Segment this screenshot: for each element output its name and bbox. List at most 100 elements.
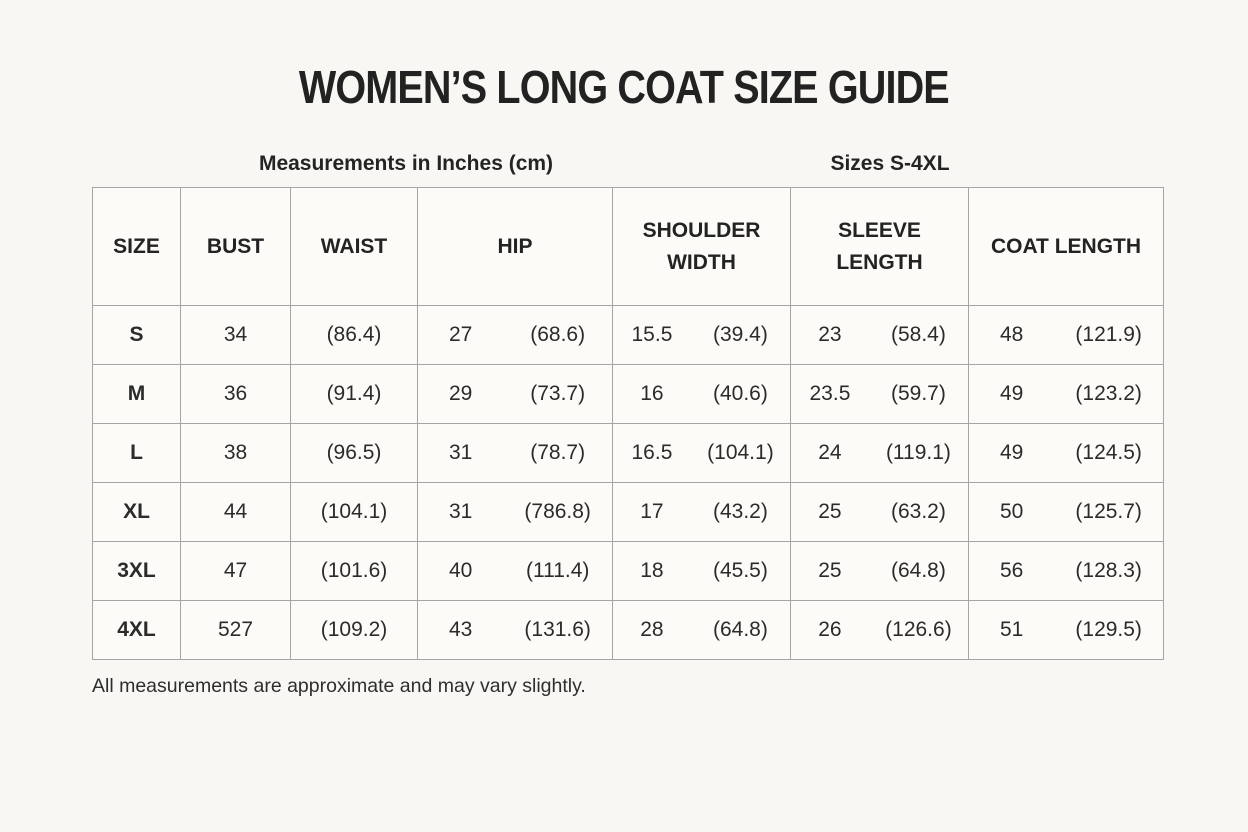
sleeve-inches: 25 [818,559,842,582]
bust-cell: 44 [180,482,291,542]
table-row-s: S 34 (86.4) 27 (68.6) 15.5 (39.4) 23 (58.4)… [92,305,1164,365]
size-guide-table: SIZE BUST WAIST HIP SHOULDER WIDTH SLEEV… [92,187,1164,660]
shoulder-cell: 16.5 (104.1) [612,423,791,483]
table-row-l: L 38 (96.5) 31 (78.7) 16.5 (104.1) 24 (119.… [92,423,1164,483]
hip-cm: (73.7) [530,382,586,405]
shoulder-cm: (43.2) [713,500,768,523]
sleeve-inches: 24 [818,441,842,464]
shoulder-inches: 18 [640,559,664,582]
sleeve-cm: (64.8) [891,559,946,582]
shoulder-inches: 15.5 [631,323,673,346]
coat-cell: 56 (128.3) [968,541,1164,601]
coat-cm: (124.5) [1075,441,1142,464]
hip-cm: (78.7) [530,441,586,464]
coat-cm: (125.7) [1075,500,1142,523]
sleeve-inches: 25 [818,500,842,523]
sleeve-cell: 26 (126.6) [790,600,969,660]
table-row-3xl: 3XL 47 (101.6) 40 (111.4) 18 (45.5) 25 (64.… [92,541,1164,601]
hip-inches: 27 [449,323,473,346]
bust-cell: 36 [180,364,291,424]
shoulder-inches: 16 [640,382,664,405]
page-title: WOMEN’S LONG COAT SIZE GUIDE [0,60,1248,114]
waist-cell: (109.2) [290,600,418,660]
sleeve-cell: 24 (119.1) [790,423,969,483]
shoulder-cm: (40.6) [713,382,768,405]
header-sleeve-length: SLEEVE LENGTH [790,187,969,306]
shoulder-cell: 15.5 (39.4) [612,305,791,365]
shoulder-inches: 17 [640,500,664,523]
hip-inches: 29 [449,382,473,405]
sleeve-cm: (59.7) [891,382,946,405]
sleeve-inches: 23 [818,323,842,346]
size-cell: 3XL [92,541,181,601]
coat-inches: 49 [1000,382,1024,405]
shoulder-cell: 28 (64.8) [612,600,791,660]
hip-inches: 31 [449,500,473,523]
hip-inches: 43 [449,618,473,641]
hip-cell: 40 (111.4) [417,541,613,601]
header-hip: HIP [417,187,613,306]
footnote: All measurements are approximate and may… [92,675,586,697]
waist-cell: (91.4) [290,364,418,424]
bust-cell: 34 [180,305,291,365]
table-header: SIZE BUST WAIST HIP SHOULDER WIDTH SLEEV… [92,187,1164,306]
waist-cell: (86.4) [290,305,418,365]
coat-cell: 48 (121.9) [968,305,1164,365]
header-shoulder-width: SHOULDER WIDTH [612,187,791,306]
coat-cm: (128.3) [1075,559,1142,582]
sleeve-cell: 23 (58.4) [790,305,969,365]
coat-inches: 56 [1000,559,1024,582]
coat-inches: 49 [1000,441,1024,464]
header-bust: BUST [180,187,291,306]
size-cell: XL [92,482,181,542]
size-cell: L [92,423,181,483]
coat-cm: (123.2) [1075,382,1142,405]
table-body: S 34 (86.4) 27 (68.6) 15.5 (39.4) 23 (58.4)… [92,305,1164,660]
size-cell: M [92,364,181,424]
coat-cell: 51 (129.5) [968,600,1164,660]
hip-cell: 27 (68.6) [417,305,613,365]
coat-cm: (129.5) [1075,618,1142,641]
size-cell: 4XL [92,600,181,660]
shoulder-cm: (104.1) [707,441,774,464]
sleeve-inches: 23.5 [809,382,851,405]
hip-inches: 40 [449,559,473,582]
header-row: SIZE BUST WAIST HIP SHOULDER WIDTH SLEEV… [92,187,1164,306]
hip-cm: (111.4) [525,559,590,582]
header-waist: WAIST [290,187,418,306]
waist-cell: (104.1) [290,482,418,542]
shoulder-cell: 18 (45.5) [612,541,791,601]
table-row-xl: XL 44 (104.1) 31 (786.8) 17 (43.2) 25 (63.2… [92,482,1164,542]
bust-cell: 527 [180,600,291,660]
coat-cm: (121.9) [1075,323,1142,346]
size-cell: S [92,305,181,365]
sleeve-cm: (126.6) [885,618,952,641]
shoulder-cm: (45.5) [713,559,768,582]
sleeve-cell: 25 (63.2) [790,482,969,542]
shoulder-cell: 17 (43.2) [612,482,791,542]
hip-cell: 31 (786.8) [417,482,613,542]
subtitle-sizes: Sizes S-4XL [830,152,950,175]
shoulder-cm: (39.4) [713,323,768,346]
coat-cell: 50 (125.7) [968,482,1164,542]
sleeve-cm: (58.4) [891,323,946,346]
coat-cell: 49 (123.2) [968,364,1164,424]
hip-inches: 31 [449,441,473,464]
subtitle-measurements: Measurements in Inches (cm) [258,152,554,175]
bust-cell: 47 [180,541,291,601]
shoulder-cell: 16 (40.6) [612,364,791,424]
sleeve-cm: (119.1) [885,441,951,464]
hip-cm: (786.8) [524,500,591,523]
shoulder-inches: 16.5 [631,441,673,464]
coat-inches: 48 [1000,323,1024,346]
hip-cm: (131.6) [524,618,591,641]
table-row-4xl: 4XL 527 (109.2) 43 (131.6) 28 (64.8) 26 (12… [92,600,1164,660]
coat-cell: 49 (124.5) [968,423,1164,483]
hip-cm: (68.6) [530,323,586,346]
sleeve-inches: 26 [818,618,842,641]
hip-cell: 43 (131.6) [417,600,613,660]
coat-inches: 51 [1000,618,1024,641]
waist-cell: (96.5) [290,423,418,483]
hip-cell: 29 (73.7) [417,364,613,424]
